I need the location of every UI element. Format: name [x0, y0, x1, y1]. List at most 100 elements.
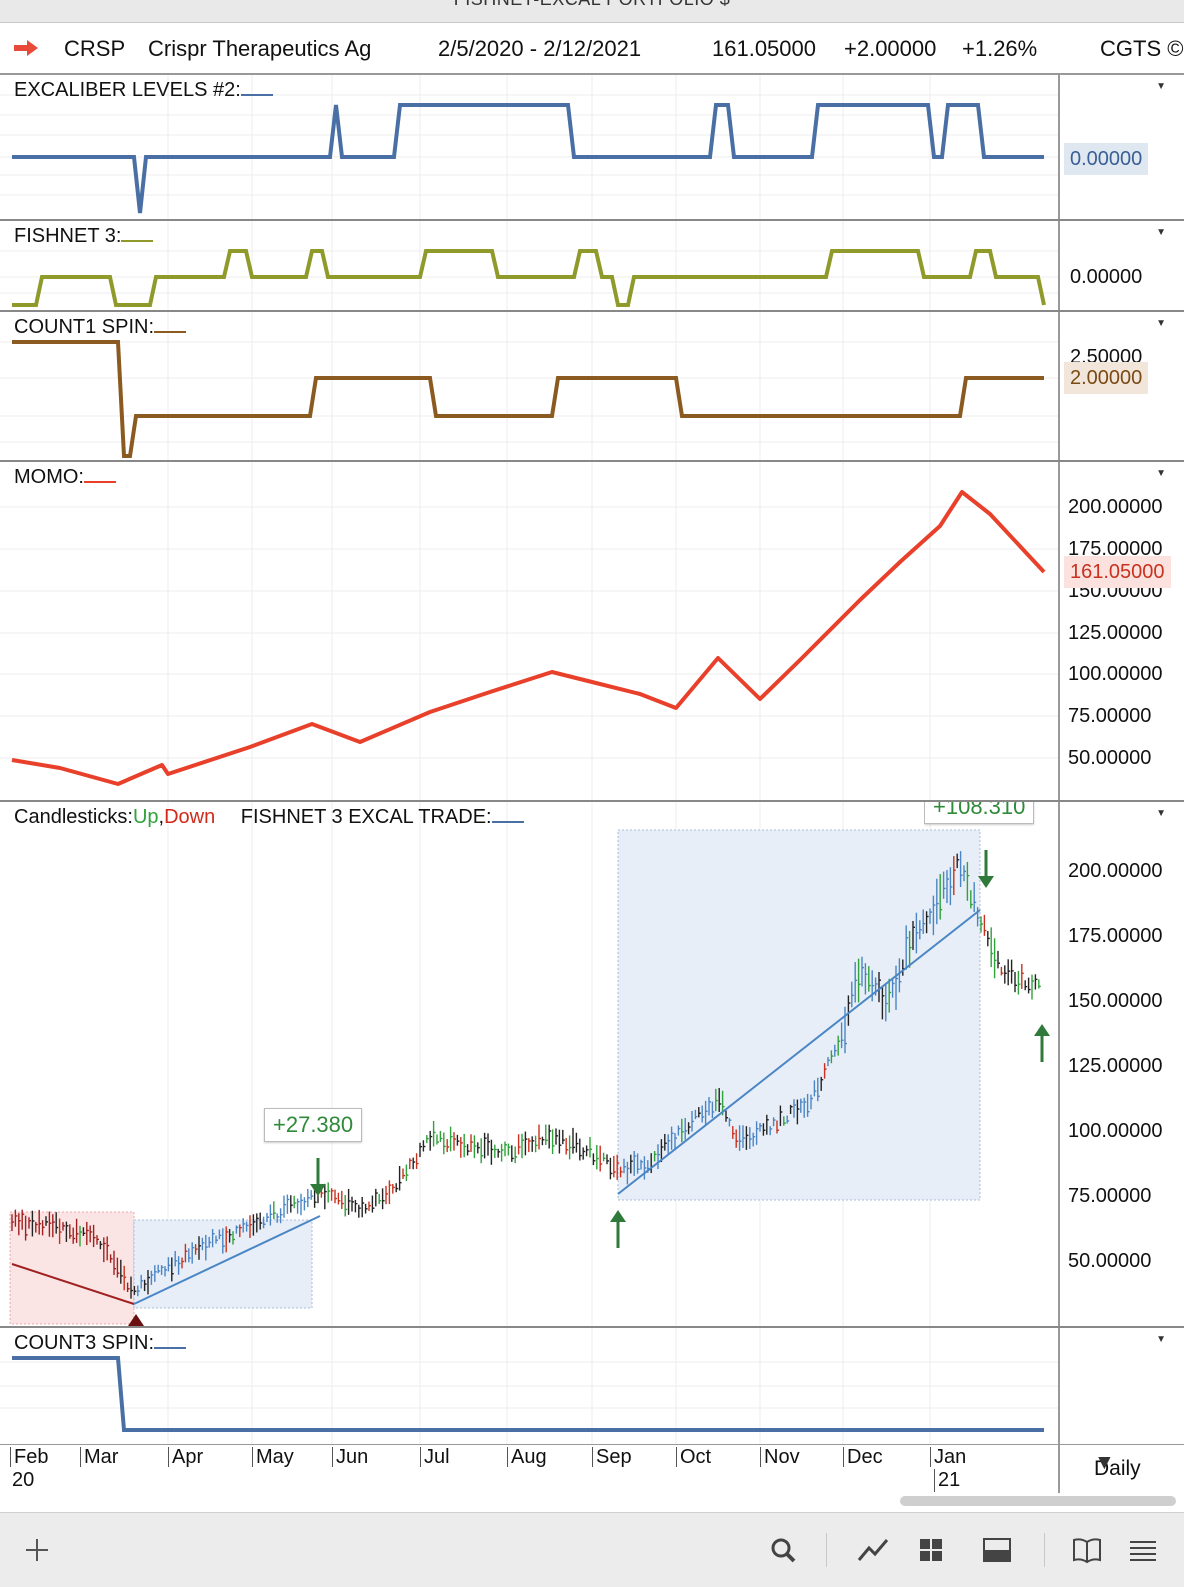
count1-axis: 2.50000 2.00000 ▼ — [1058, 312, 1184, 460]
chevron-down-icon[interactable]: ▼ — [1156, 468, 1166, 479]
layout-grid-icon[interactable] — [914, 1533, 948, 1567]
momo-tick: 125.00000 — [1068, 622, 1163, 644]
fishnet-value: 0.00000 — [1070, 266, 1143, 288]
arrow-right-icon[interactable] — [12, 39, 40, 57]
momo-panel[interactable]: MOMO: 200.00000 175.00000 150.00000 125.… — [0, 462, 1184, 802]
count1-panel[interactable]: COUNT1 SPIN: 2.50000 2.00000 ▼ — [0, 312, 1184, 462]
month-label: Jun — [332, 1447, 368, 1467]
count1-value: 2.00000 — [1064, 362, 1149, 394]
company-name: Crispr Therapeutics Ag — [148, 36, 372, 61]
momo-tick: 200.00000 — [1068, 496, 1163, 518]
chevron-down-icon[interactable]: ▼ — [1156, 318, 1166, 329]
momo-axis: 200.00000 175.00000 150.00000 125.00000 … — [1058, 462, 1184, 800]
sell-arrow — [978, 850, 994, 888]
price-tick: 200.00000 — [1068, 860, 1163, 882]
count1-line — [12, 340, 1044, 458]
excaliber-label[interactable]: EXCALIBER LEVELS #2: — [14, 79, 273, 102]
year-label: 20 — [12, 1469, 35, 1491]
month-label: Jul — [420, 1447, 450, 1467]
count3-panel[interactable]: COUNT3 SPIN: ▼ — [0, 1328, 1184, 1444]
fishnet-label[interactable]: FISHNET 3: — [14, 225, 154, 248]
month-label: Aug — [507, 1447, 547, 1467]
count1-plot — [0, 312, 1058, 460]
price-change-pct: +1.26% — [962, 36, 1038, 61]
time-axis[interactable]: Feb Mar Apr May Jun Jul Aug Sep Oct Nov … — [0, 1444, 1184, 1493]
excaliber-line — [12, 103, 1044, 214]
momo-tick: 75.00000 — [1068, 705, 1152, 727]
momo-tick: 50.00000 — [1068, 747, 1152, 769]
add-icon[interactable] — [20, 1533, 54, 1567]
price-tick: 75.00000 — [1068, 1185, 1152, 1207]
drawing-icon[interactable] — [856, 1533, 890, 1567]
short-arrow — [128, 1314, 144, 1326]
menu-icon[interactable] — [1126, 1533, 1160, 1567]
price-tick: 175.00000 — [1068, 925, 1163, 947]
trade1-trend-line — [133, 1215, 321, 1305]
momo-label[interactable]: MOMO: — [14, 466, 116, 489]
price-tick: 100.00000 — [1068, 1120, 1163, 1142]
count3-label[interactable]: COUNT3 SPIN: — [14, 1332, 187, 1355]
count3-plot — [0, 1328, 1058, 1444]
chevron-down-icon[interactable]: ▼ — [1156, 227, 1166, 238]
trade1-gain-label: +27.380 — [264, 1108, 363, 1142]
fishnet-line — [12, 249, 1046, 307]
buy-arrow — [1034, 1024, 1050, 1062]
bottom-toolbar — [0, 1512, 1184, 1587]
count1-partial-tick: 2.50000 — [1070, 348, 1143, 362]
momo-line — [11, 490, 1046, 786]
excaliber-panel[interactable]: EXCALIBER LEVELS #2: 0.00000 ▼ — [0, 75, 1184, 221]
panel-icon[interactable] — [980, 1533, 1014, 1567]
window-title: FISHNET-EXCAL PORTFOLIO $ — [0, 0, 1184, 10]
chevron-down-icon[interactable]: ▼ — [1156, 1334, 1166, 1345]
window-title-bar: FISHNET-EXCAL PORTFOLIO $ — [0, 0, 1184, 23]
momo-tick: 100.00000 — [1068, 663, 1163, 685]
trade2-trend-line — [617, 909, 981, 1195]
count1-label[interactable]: COUNT1 SPIN: — [14, 316, 187, 339]
buy-arrow — [610, 1210, 626, 1248]
month-label: Mar — [80, 1447, 118, 1467]
last-price: 161.05000 — [712, 36, 816, 61]
horizontal-scrollbar[interactable] — [900, 1496, 1176, 1506]
candlestick-label[interactable]: Candlesticks:Up,Down FISHNET 3 EXCAL TRA… — [14, 806, 524, 829]
date-range: 2/5/2020 - 2/12/2021 — [438, 36, 642, 61]
loss-trend-line — [11, 1263, 135, 1305]
exchange-code: CGTS © — [1100, 36, 1184, 61]
excaliber-plot — [0, 75, 1058, 219]
momo-value: 161.05000 — [1064, 556, 1171, 588]
interval-selector[interactable]: Daily ▼ — [1058, 1445, 1184, 1493]
interval-label: Daily — [1094, 1457, 1141, 1480]
candlestick-plot — [9, 802, 1050, 1326]
count3-axis: ▼ — [1058, 1328, 1184, 1444]
chevron-down-icon[interactable]: ▼ — [1094, 1451, 1115, 1474]
symbol[interactable]: CRSP — [64, 36, 126, 61]
sell-arrow — [310, 1158, 326, 1196]
price-change: +2.00000 — [844, 36, 937, 61]
chevron-down-icon[interactable]: ▼ — [1156, 808, 1166, 819]
candlestick-axis: 200.00000 175.00000 150.00000 125.00000 … — [1058, 802, 1184, 1326]
trade2-gain-label: +108.310 — [924, 802, 1038, 836]
candlestick-panel[interactable]: Candlesticks:Up,Down FISHNET 3 EXCAL TRA… — [0, 802, 1184, 1328]
excaliber-axis: 0.00000 ▼ — [1058, 75, 1184, 219]
excaliber-value: 0.00000 — [1064, 143, 1149, 175]
trade2-box — [617, 829, 981, 1201]
month-label: Feb — [10, 1447, 48, 1467]
fishnet-panel[interactable]: FISHNET 3: 0.00000 ▼ — [0, 221, 1184, 312]
momo-plot — [0, 462, 1058, 800]
month-label: Dec — [843, 1447, 883, 1467]
search-icon[interactable] — [766, 1533, 800, 1567]
book-icon[interactable] — [1070, 1533, 1104, 1567]
price-tick: 50.00000 — [1068, 1250, 1152, 1272]
price-tick: 150.00000 — [1068, 990, 1163, 1012]
month-label: Sep — [592, 1447, 632, 1467]
fishnet-axis: 0.00000 ▼ — [1058, 221, 1184, 310]
month-label: Nov — [760, 1447, 800, 1467]
quote-bar: CRSP Crispr Therapeutics Ag 2/5/2020 - 2… — [0, 23, 1184, 75]
month-label: May — [252, 1447, 294, 1467]
momo-tick: 175.00000 — [1068, 538, 1163, 560]
count3-line — [12, 1356, 1044, 1432]
month-label: Apr — [168, 1447, 203, 1467]
chevron-down-icon[interactable]: ▼ — [1156, 81, 1166, 92]
year-label: 21 — [934, 1469, 960, 1492]
month-label: Oct — [676, 1447, 711, 1467]
month-label: Jan — [930, 1447, 966, 1467]
